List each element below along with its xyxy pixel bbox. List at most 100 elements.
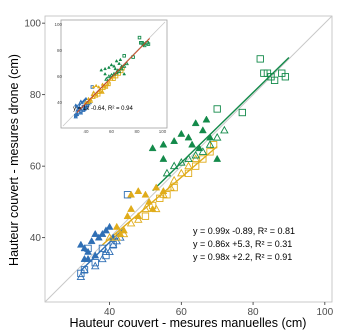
point-filled-triangle (94, 233, 103, 241)
inset-point-filled-triangle (90, 92, 95, 97)
inset-x-tick-label: 60 (109, 129, 115, 134)
x-tick-label: 80 (248, 307, 260, 318)
point-filled-triangle (202, 115, 211, 123)
inset-point-open-triangle (96, 89, 101, 94)
inset-point-filled-triangle (75, 108, 79, 112)
point-filled-triangle (134, 212, 143, 220)
inset-x-tick-label: 40 (83, 129, 89, 134)
point-open-triangle (184, 154, 193, 163)
inset-point-open-triangle (82, 105, 87, 110)
point-open-square (91, 259, 99, 267)
inset-point-open-triangle (119, 66, 124, 71)
inset-point-filled-triangle (122, 71, 127, 76)
inset-point-filled-triangle (77, 101, 82, 106)
point-open-triangle (212, 132, 222, 141)
inset-y-tick-label: 100 (54, 22, 62, 27)
x-tick-label: 100 (316, 307, 333, 318)
inset-point-open-square (137, 35, 142, 40)
point-open-triangle (105, 233, 114, 241)
fit-annotation-1: y = 0.99x -0.89, R² = 0.81 (193, 226, 295, 236)
inset-point-open-triangle (78, 110, 84, 115)
identity-line-group (44, 15, 333, 303)
inset-y-tick-label: 80 (57, 48, 63, 53)
point-filled-triangle (91, 251, 100, 259)
data-points-group (76, 55, 290, 281)
point-open-triangle (80, 265, 89, 273)
point-open-triangle (101, 247, 111, 255)
inset-point-open-triangle (81, 107, 86, 112)
point-filled-triangle (206, 133, 214, 141)
point-filled-triangle (148, 204, 157, 212)
point-open-triangle (76, 272, 86, 281)
inset-point-filled-triangle (89, 97, 93, 102)
point-filled-triangle (105, 222, 114, 230)
inset-point-open-triangle (109, 76, 114, 81)
inset-point-filled-triangle (107, 65, 111, 69)
point-filled-triangle (134, 186, 143, 195)
inset-point-filled-triangle (103, 83, 107, 87)
fit-line (80, 227, 125, 272)
point-filled-triangle (98, 229, 107, 237)
point-open-triangle (169, 175, 179, 184)
point-filled-triangle (87, 237, 96, 245)
point-filled-triangle (191, 119, 200, 127)
point-filled-triangle (170, 136, 179, 144)
inset-point-filled-triangle (96, 84, 101, 89)
point-open-square (209, 141, 218, 149)
inset-annotation: y = 1x -0.64, R² = 0.94 (73, 106, 133, 112)
point-open-triangle (205, 140, 215, 148)
point-open-square (199, 155, 207, 163)
point-filled-triangle (84, 247, 92, 255)
inset-point-filled-triangle (113, 66, 118, 71)
point-filled-triangle (80, 254, 89, 262)
inset-point-filled-triangle (118, 57, 123, 61)
inset-plot: 40 60 80 100 40 60 80 100 y = 1x -0.64, R² = 0.… (54, 19, 168, 134)
point-open-triangle (141, 204, 150, 213)
point-open-square (213, 105, 221, 113)
point-filled-triangle (116, 229, 125, 237)
inset-fit-line (76, 38, 151, 113)
identity-line (44, 15, 333, 303)
point-filled-triangle (148, 144, 157, 152)
inset-ticks-group: 40 60 80 100 40 60 80 100 (54, 22, 166, 134)
point-filled-triangle (91, 229, 100, 237)
point-filled-triangle (80, 244, 89, 252)
inset-point-open-triangle (73, 114, 78, 119)
inset-point-filled-triangle (100, 82, 105, 86)
point-open-square (163, 191, 171, 199)
y-axis-title: Hauteur couvert - mesures drone (cm) (7, 54, 21, 266)
inset-point-filled-triangle (84, 96, 88, 100)
point-open-square (238, 108, 246, 117)
point-filled-triangle (188, 140, 197, 148)
point-open-triangle (169, 161, 179, 170)
point-open-square (184, 169, 193, 177)
inset-fit-line (76, 38, 151, 113)
point-open-square (141, 212, 150, 220)
inset-points-group (73, 35, 151, 119)
point-filled-triangle (152, 183, 161, 191)
inset-point-filled-triangle (99, 90, 104, 94)
inset-point-open-triangle (106, 79, 112, 84)
point-filled-triangle (198, 126, 207, 134)
point-open-triangle (162, 168, 172, 177)
inset-point-open-triangle (104, 76, 109, 81)
point-filled-triangle (127, 204, 136, 212)
y-tick-label: 100 (24, 19, 41, 30)
point-filled-triangle (159, 186, 168, 195)
point-open-triangle (191, 150, 200, 159)
point-open-triangle (159, 190, 168, 198)
point-open-triangle (98, 254, 107, 263)
inset-point-filled-triangle (91, 90, 96, 94)
point-open-triangle (220, 125, 229, 134)
point-open-square (170, 183, 178, 192)
point-open-square (192, 162, 200, 170)
point-filled-triangle (159, 154, 168, 162)
point-open-square (156, 194, 164, 202)
fit-annotation-2: y = 0.86x +5.3, R² = 0.31 (193, 239, 292, 249)
inset-point-filled-triangle (103, 66, 107, 71)
point-open-triangle (134, 215, 143, 223)
inset-point-filled-triangle (99, 68, 104, 72)
point-open-triangle (177, 157, 186, 166)
point-open-square (263, 69, 272, 77)
